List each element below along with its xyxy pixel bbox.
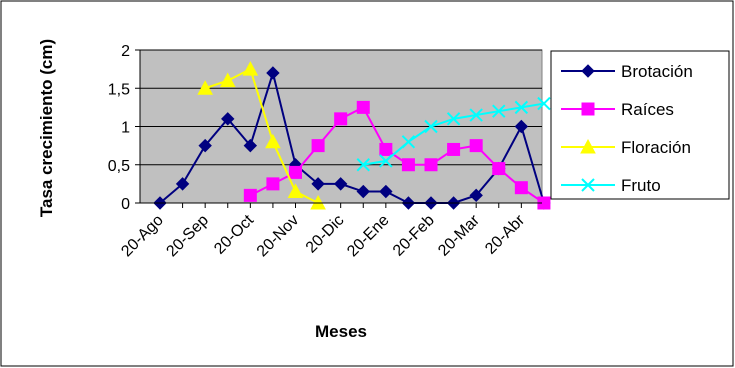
y-tick-label: 0,5 <box>108 158 130 175</box>
gridlines <box>140 49 542 166</box>
data-point <box>311 139 325 153</box>
data-point <box>469 139 483 153</box>
data-point <box>514 119 529 134</box>
legend <box>550 50 730 200</box>
data-point <box>243 138 258 153</box>
data-point <box>514 100 529 115</box>
legend-label: Fruto <box>621 176 661 195</box>
legend-items: Brotación Raíces Floración Fruto <box>561 62 693 195</box>
data-point <box>265 133 281 149</box>
legend-label: Brotación <box>621 62 693 81</box>
legend-label: Raíces <box>621 100 674 119</box>
series-3 <box>197 61 326 210</box>
data-point <box>492 162 506 176</box>
data-point <box>243 188 257 202</box>
legend-marker <box>581 102 595 116</box>
data-point <box>198 138 212 153</box>
data-point <box>401 135 416 149</box>
data-point <box>469 188 483 203</box>
data-point <box>175 177 190 191</box>
y-axis-ticks: 0 0,5 1 1,5 2 <box>108 43 140 213</box>
legend-label: Floración <box>621 138 691 157</box>
data-point <box>356 184 370 199</box>
data-point <box>446 112 461 126</box>
data-point <box>469 108 483 122</box>
y-tick-label: 2 <box>121 43 130 60</box>
data-point <box>537 96 551 111</box>
data-point <box>287 183 304 199</box>
data-point <box>219 72 236 88</box>
data-point <box>333 177 348 191</box>
data-point <box>424 158 438 172</box>
data-point <box>266 177 280 191</box>
series-2 <box>243 100 551 210</box>
series-4 <box>356 96 551 172</box>
legend-marker <box>581 178 595 192</box>
legend-item: Raíces <box>561 100 674 119</box>
series-line <box>159 69 545 204</box>
data-point <box>379 184 393 199</box>
y-tick-label: 1,5 <box>108 81 130 98</box>
data-point <box>311 177 325 191</box>
data-point <box>334 112 348 126</box>
y-tick-label: 1 <box>121 120 130 137</box>
y-tick-label: 0 <box>121 196 130 213</box>
data-point <box>401 158 415 172</box>
legend-item: Floración <box>561 138 691 157</box>
series-layer <box>153 61 551 210</box>
data-point <box>492 104 506 118</box>
data-point <box>424 119 438 134</box>
data-point <box>221 112 235 126</box>
data-point <box>356 100 370 114</box>
data-point <box>514 181 528 195</box>
data-point <box>379 154 393 168</box>
data-point <box>289 165 303 179</box>
legend-marker <box>580 138 596 154</box>
legend-item: Fruto <box>561 176 661 195</box>
data-point <box>356 158 370 172</box>
legend-marker <box>581 64 595 78</box>
data-point <box>242 61 259 76</box>
y-axis-title: Tasa crecimiento (cm) <box>37 39 56 217</box>
data-point <box>266 66 280 80</box>
data-point <box>197 80 214 95</box>
data-point <box>447 142 461 156</box>
x-axis-title: Meses <box>315 322 367 341</box>
data-point <box>379 142 393 156</box>
legend-item: Brotación <box>561 62 693 81</box>
